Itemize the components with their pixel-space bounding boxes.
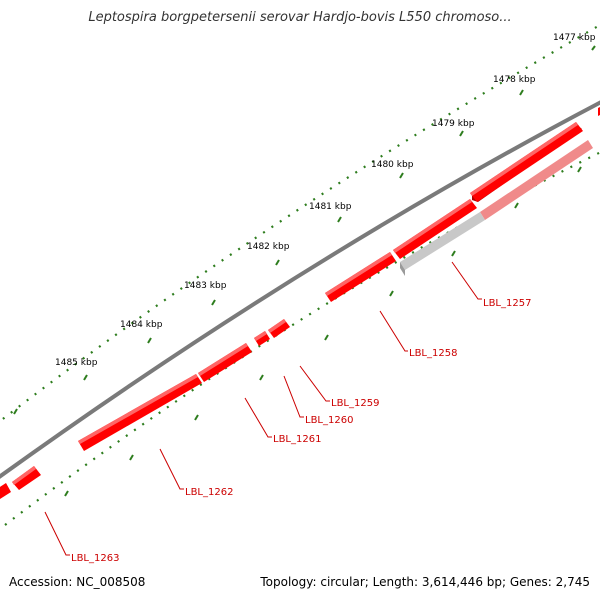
gene-label[interactable]: LBL_1262 (185, 487, 233, 498)
gene-label[interactable]: LBL_1257 (483, 298, 531, 309)
tick-label: 1481 kbp (309, 202, 352, 212)
gene-label[interactable]: LBL_1258 (409, 348, 457, 359)
gene-label[interactable]: LBL_1263 (71, 553, 119, 564)
genome-summary-text: Topology: circular; Length: 3,614,446 bp… (260, 575, 590, 589)
map-title: Leptospira borgpetersenii serovar Hardjo… (88, 10, 512, 25)
gene-arrow[interactable] (268, 319, 290, 338)
gene-arrow[interactable] (12, 466, 41, 490)
gene-arrow[interactable] (0, 483, 11, 499)
tick-label: 1482 kbp (247, 242, 290, 252)
gene-label[interactable]: LBL_1259 (331, 398, 379, 409)
gene-arrow[interactable] (78, 374, 202, 451)
tick-label: 1484 kbp (120, 320, 163, 330)
gene-lbl-1257[interactable] (400, 140, 593, 276)
accession-text: Accession: NC_008508 (9, 575, 146, 589)
tick-label: 1485 kbp (55, 358, 98, 368)
outer-tick-ruler (0, 24, 600, 423)
gene-label[interactable]: LBL_1261 (273, 434, 321, 445)
gene-arrow[interactable] (393, 199, 477, 259)
chromosome-backbone (0, 100, 600, 479)
tick-label: 1480 kbp (371, 160, 414, 170)
gene-label[interactable]: LBL_1260 (305, 415, 353, 426)
callout-lines (44, 261, 482, 556)
gene-arrow[interactable] (254, 331, 270, 346)
gene-arrow[interactable] (198, 343, 252, 382)
gene-track (0, 107, 600, 499)
inner-tick-ruler (4, 151, 600, 526)
tick-label: 1477 kbp (553, 33, 596, 43)
tick-label: 1483 kbp (184, 281, 227, 291)
gene-arrow[interactable] (325, 252, 396, 302)
gene-arrow[interactable] (470, 122, 583, 202)
tick-label: 1479 kbp (432, 119, 475, 129)
tick-label: 1478 kbp (493, 75, 536, 85)
